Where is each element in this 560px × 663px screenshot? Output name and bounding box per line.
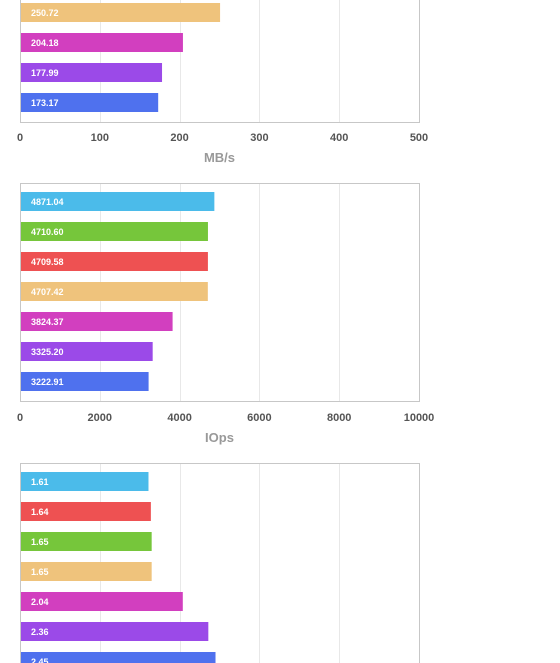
x-tick-label: 8000 (327, 412, 351, 424)
bar (21, 372, 149, 391)
bar (21, 63, 163, 82)
bar (21, 562, 152, 581)
bar-value-label: 4709.58 (31, 257, 64, 267)
x-tick-label: 500 (410, 132, 428, 144)
bar-value-label: 4871.04 (31, 197, 64, 207)
bar (21, 192, 215, 211)
x-tick-label: 2000 (88, 412, 112, 424)
bar-value-label: 4710.60 (31, 227, 64, 237)
bar-value-label: 204.18 (31, 38, 59, 48)
bar (21, 282, 208, 301)
bar-value-label: 2.36 (31, 627, 49, 637)
x-axis-title: IOps (205, 430, 234, 445)
bar-value-label: 1.64 (31, 507, 49, 517)
bar-value-label: 1.65 (31, 567, 49, 577)
bar-value-label: 173.17 (31, 98, 59, 108)
bar-value-label: 2.04 (31, 597, 49, 607)
chart-panel-2: 4871.04 4710.60 4709.58 4707.42 3824.37 3325.… (17, 183, 435, 445)
bar (21, 652, 216, 663)
bar (21, 342, 153, 361)
chart-panel-3: 1.61 1.64 1.65 1.65 2.04 2.36 2.45 (20, 463, 420, 663)
bar-value-label: 2.45 (31, 657, 49, 663)
x-tick-label: 6000 (247, 412, 271, 424)
bar (21, 532, 152, 551)
bar-value-label: 3325.20 (31, 347, 64, 357)
bar (21, 93, 159, 112)
bar (21, 252, 208, 271)
bar-value-label: 177.99 (31, 68, 59, 78)
bar-value-label: 3824.37 (31, 317, 64, 327)
x-tick-label: 400 (330, 132, 348, 144)
bar (21, 3, 221, 22)
x-tick-label: 200 (170, 132, 188, 144)
bar (21, 472, 149, 491)
bar-value-label: 250.72 (31, 8, 59, 18)
chart-panel-1: 250.72 204.18 177.99 173.17 0 100 200 300 400 500… (17, 0, 428, 165)
x-tick-label: 0 (17, 132, 23, 144)
bar (21, 502, 151, 521)
bar-value-label: 4707.42 (31, 287, 64, 297)
bar (21, 312, 173, 331)
bar-value-label: 1.61 (31, 477, 49, 487)
x-tick-label: 4000 (167, 412, 191, 424)
x-axis-title: MB/s (204, 150, 235, 165)
x-tick-label: 10000 (404, 412, 435, 424)
bar-value-label: 1.65 (31, 537, 49, 547)
x-tick-label: 300 (250, 132, 268, 144)
x-tick-label: 100 (91, 132, 109, 144)
bar (21, 222, 208, 241)
bar (21, 592, 183, 611)
bar (21, 622, 209, 641)
bar-value-label: 3222.91 (31, 377, 64, 387)
bar (21, 33, 183, 52)
x-tick-label: 0 (17, 412, 23, 424)
